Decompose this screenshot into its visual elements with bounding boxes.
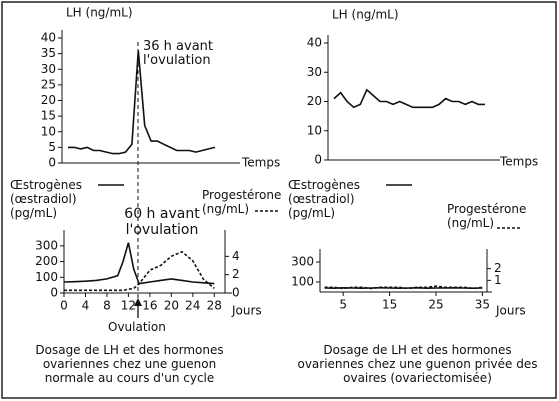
- series-line: [63, 242, 215, 285]
- series-line: [333, 88, 485, 109]
- ovulation-arrowhead: [134, 298, 142, 306]
- y-tick-label: 100: [35, 270, 58, 284]
- legend-label: Progestérone (ng/mL): [202, 188, 282, 216]
- dashed-series-line: [64, 250, 215, 292]
- y-tick-label: 300: [291, 255, 314, 269]
- y-tick-label: 20: [307, 94, 322, 108]
- caption: Dosage de LH et des hormones ovariennes …: [297, 343, 538, 385]
- y2-tick-label: 4: [232, 249, 240, 263]
- x-tick-label: 35: [475, 298, 490, 312]
- y-tick-label: 10: [307, 123, 322, 137]
- legend-label: Progestérone (ng/mL): [447, 202, 527, 230]
- y2-tick-label: 2: [232, 267, 240, 281]
- x-tick-label: 8: [103, 299, 111, 313]
- x-tick-label: 28: [207, 299, 222, 313]
- y-tick-label: 0: [50, 286, 58, 300]
- dashed-series-line: [324, 285, 483, 290]
- x-tick-label: 20: [164, 299, 179, 313]
- y-tick-label: 200: [35, 254, 58, 268]
- y-tick-label: 20: [41, 93, 56, 107]
- x-axis-title: Jours: [231, 304, 262, 318]
- y-tick-label: 30: [41, 62, 56, 76]
- y-tick-label: 35: [41, 46, 56, 60]
- x-tick-label: 4: [82, 299, 90, 313]
- y-tick-label: 100: [291, 275, 314, 289]
- x-tick-label: 25: [428, 298, 443, 312]
- annotation: Ovulation: [108, 320, 166, 334]
- y-tick-label: 25: [41, 77, 56, 91]
- y-axis-title: LH (ng/mL): [66, 6, 133, 20]
- annotation: 60 h avant l'ovulation: [124, 206, 200, 238]
- y-axis-title: LH (ng/mL): [332, 8, 399, 22]
- x-axis-title: Jours: [495, 304, 526, 318]
- y-tick-label: 40: [41, 31, 56, 45]
- x-tick-label: 5: [339, 298, 347, 312]
- y-tick-label: 40: [307, 36, 322, 50]
- y-tick-label: 10: [41, 124, 56, 138]
- legend-label: Œstrogènes (œstradiol) (pg/mL): [288, 178, 361, 220]
- caption: Dosage de LH et des hormones ovariennes …: [35, 343, 224, 385]
- y2-tick-label: 1: [494, 273, 502, 287]
- x-tick-label: 15: [382, 298, 397, 312]
- annotation: 36 h avant l'ovulation: [143, 39, 214, 68]
- x-axis-title: Temps: [241, 156, 280, 170]
- y2-tick-label: 2: [494, 261, 502, 275]
- x-tick-label: 0: [60, 299, 68, 313]
- y-tick-label: 0: [48, 156, 56, 170]
- y-tick-label: 5: [48, 140, 56, 154]
- legend-label: Œstrogènes (œstradiol) (pg/mL): [10, 178, 83, 220]
- y-tick-label: 300: [35, 238, 58, 252]
- x-tick-label: 24: [185, 299, 200, 313]
- x-tick-label: 12: [121, 299, 136, 313]
- y-tick-label: 15: [41, 109, 56, 123]
- x-axis-title: Temps: [499, 155, 538, 169]
- y-tick-label: 30: [307, 65, 322, 79]
- x-tick-label: 16: [142, 299, 157, 313]
- series-line: [68, 50, 216, 155]
- y2-tick-label: 0: [232, 286, 240, 300]
- y-tick-label: 0: [314, 153, 322, 167]
